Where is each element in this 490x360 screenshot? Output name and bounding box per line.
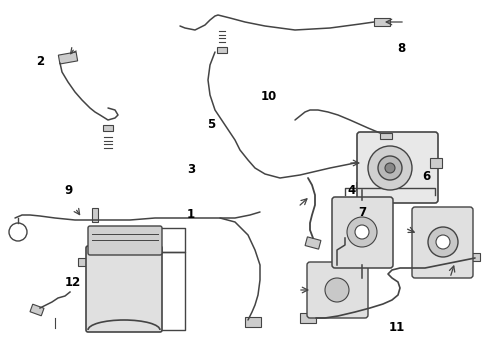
Text: 5: 5 [207, 118, 215, 131]
Circle shape [436, 235, 450, 249]
Circle shape [378, 156, 402, 180]
Bar [300, 313, 316, 323]
Bar [466, 253, 480, 261]
Bar [217, 47, 227, 53]
Text: 12: 12 [64, 276, 81, 289]
Text: 7: 7 [359, 206, 367, 219]
FancyBboxPatch shape [332, 197, 393, 268]
Circle shape [325, 278, 349, 302]
Text: 9: 9 [65, 184, 73, 197]
Text: 8: 8 [398, 42, 406, 55]
Bar [78, 258, 90, 266]
Text: 4: 4 [348, 184, 356, 197]
Bar [58, 52, 77, 64]
Bar [339, 229, 355, 239]
Circle shape [368, 146, 412, 190]
Text: 6: 6 [422, 170, 430, 183]
Text: 10: 10 [260, 90, 277, 103]
FancyBboxPatch shape [86, 246, 162, 332]
Text: 1: 1 [187, 208, 195, 221]
Circle shape [355, 225, 369, 239]
Circle shape [428, 227, 458, 257]
FancyBboxPatch shape [88, 226, 162, 255]
Text: 11: 11 [389, 321, 405, 334]
Bar [245, 317, 261, 327]
Bar [356, 182, 368, 190]
Text: 3: 3 [187, 163, 195, 176]
Bar [380, 133, 392, 139]
FancyBboxPatch shape [357, 132, 438, 203]
Bar [30, 304, 44, 316]
FancyBboxPatch shape [307, 262, 368, 318]
Bar [305, 237, 321, 249]
Bar [430, 158, 442, 168]
Bar [92, 208, 98, 222]
Circle shape [347, 217, 377, 247]
Bar [102, 125, 113, 131]
Bar [374, 18, 390, 26]
FancyBboxPatch shape [412, 207, 473, 278]
Text: 2: 2 [36, 55, 44, 68]
Circle shape [385, 163, 395, 173]
